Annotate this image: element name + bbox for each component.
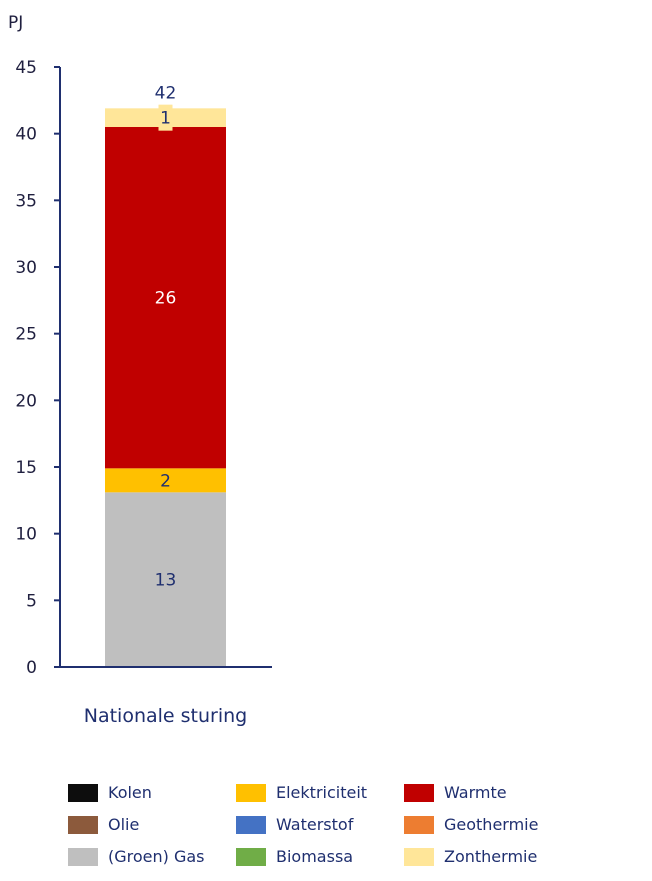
y-axis: 0 5 10 15 20 25 30 35 40 45	[15, 58, 60, 678]
legend-item: Biomassa	[236, 844, 404, 869]
bar-segment	[105, 127, 226, 469]
data-label: 2	[160, 471, 171, 491]
y-tick-label: 20	[15, 391, 37, 411]
bar-stack	[105, 108, 226, 667]
legend-label: Geothermie	[444, 815, 539, 834]
legend-item: Elektriciteit	[236, 780, 404, 805]
y-tick-label: 25	[15, 325, 37, 345]
legend-item: Geothermie	[404, 812, 572, 837]
y-tick-label: 30	[15, 258, 37, 278]
legend-label: Warmte	[444, 783, 507, 802]
legend-item: Olie	[68, 812, 236, 837]
legend-swatch	[236, 815, 266, 834]
legend-label: Olie	[108, 815, 140, 834]
data-label-background	[158, 104, 173, 131]
legend-label: Kolen	[108, 783, 152, 802]
legend-swatch	[68, 815, 98, 834]
y-tick-label: 40	[15, 125, 37, 145]
x-axis-categories: Nationale sturing	[84, 705, 248, 727]
data-label: 1	[160, 109, 171, 129]
bar-segment	[105, 492, 226, 667]
data-label: 13	[155, 571, 177, 591]
legend-item: Warmte	[404, 780, 572, 805]
legend-label: Zonthermie	[444, 847, 538, 866]
data-label: 26	[155, 289, 177, 309]
y-tick-label: 5	[26, 591, 37, 611]
y-tick-label: 0	[26, 658, 37, 678]
legend-swatch	[404, 847, 434, 866]
y-tick-label: 45	[15, 58, 37, 78]
total-label: 42	[155, 83, 177, 103]
legend: Kolen Elektriciteit Warmte Olie Waterstof Geo…	[68, 780, 628, 869]
legend-swatch	[68, 847, 98, 866]
legend-swatch	[404, 783, 434, 802]
legend-swatch	[236, 783, 266, 802]
legend-swatch	[68, 783, 98, 802]
legend-swatch	[404, 815, 434, 834]
bar-segment	[105, 468, 226, 493]
y-tick-label: 35	[15, 191, 37, 211]
stacked-bar-chart: PJ 0 5 10 15 20 25 30 35 40 45 13 2 26 1 42 Nationale…	[8, 13, 272, 727]
legend-label: (Groen) Gas	[108, 847, 205, 866]
y-tick-label: 15	[15, 458, 37, 478]
y-axis-unit-label: PJ	[8, 13, 23, 33]
y-tick-label: 10	[15, 525, 37, 545]
legend-item: (Groen) Gas	[68, 844, 236, 869]
legend-swatch	[236, 847, 266, 866]
legend-item: Waterstof	[236, 812, 404, 837]
axes	[59, 67, 272, 668]
data-labels: 13 2 26 1 42	[155, 83, 177, 590]
category-label: Nationale sturing	[84, 705, 248, 727]
legend-label: Elektriciteit	[276, 783, 368, 802]
legend-label: Waterstof	[276, 815, 354, 834]
legend-item: Zonthermie	[404, 844, 572, 869]
legend-item: Kolen	[68, 780, 236, 805]
legend-label: Biomassa	[276, 847, 354, 866]
